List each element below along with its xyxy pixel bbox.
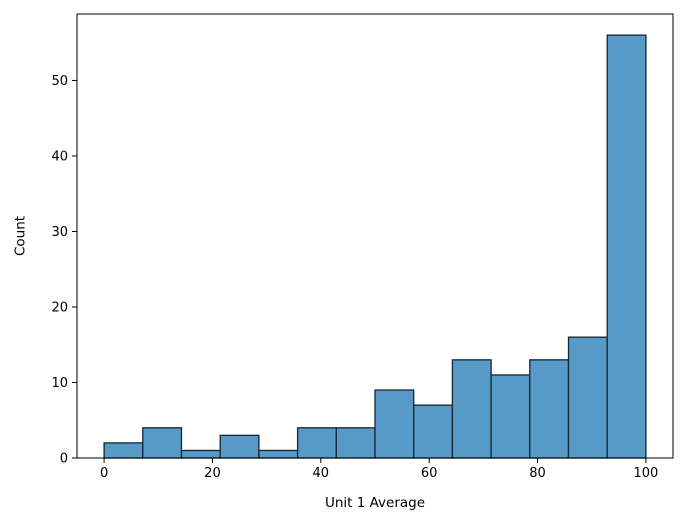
histogram-bar: [374, 389, 415, 459]
histogram-bar: [335, 427, 376, 459]
histogram-bar: [606, 34, 647, 459]
y-tick-label: 20: [51, 300, 68, 315]
x-axis-label: Unit 1 Average: [324, 495, 426, 511]
histogram-bar: [296, 427, 337, 459]
histogram-bar: [529, 359, 570, 459]
histogram-bar: [451, 359, 492, 459]
y-tick-label: 0: [60, 452, 68, 467]
x-tick-label: 60: [421, 466, 438, 481]
x-tick-label: 40: [313, 466, 330, 481]
y-tick-label: 10: [51, 376, 68, 391]
histogram-bar: [490, 374, 531, 459]
y-tick-label: 50: [51, 74, 68, 89]
histogram-bar: [142, 427, 183, 459]
histogram-bar: [258, 449, 299, 459]
x-tick-label: 20: [204, 466, 221, 481]
x-tick-label: 80: [529, 466, 546, 481]
y-tick-label: 40: [51, 149, 68, 164]
histogram-bar: [219, 434, 260, 459]
histogram-bar: [567, 336, 608, 459]
x-tick-label: 100: [633, 466, 658, 481]
x-tick-label: 0: [100, 466, 108, 481]
plot-frame: [76, 13, 674, 459]
y-axis-label: Count: [12, 215, 29, 257]
y-tick-label: 30: [51, 225, 68, 240]
histogram-bar: [103, 442, 144, 459]
histogram-bar: [180, 449, 221, 459]
histogram-bar: [413, 404, 454, 459]
